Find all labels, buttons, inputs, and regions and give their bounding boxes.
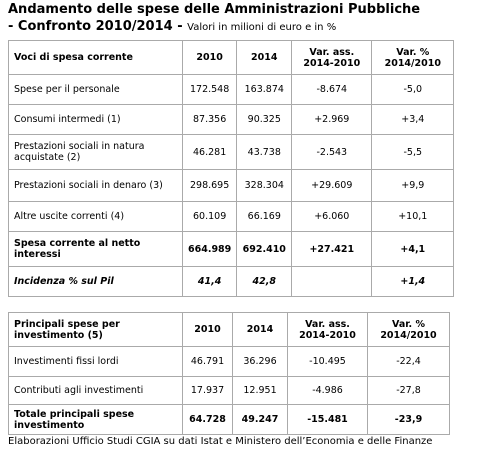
table-cell: 90.325 [236, 104, 293, 135]
table-row: Contributi agli investimenti 17.937 12.951… [8, 376, 450, 405]
table-row: Voci di spesa corrente 2010 2014 Var. ass. … [8, 40, 455, 75]
table-cell: 692.410 [236, 231, 293, 267]
table-cell: 42,8 [236, 266, 293, 297]
table-cell: +4,1 [371, 231, 455, 267]
table-cell: 41,4 [181, 266, 238, 297]
table-cell: -15.481 [287, 404, 368, 435]
unit-note: Valori in milioni di euro e in % [187, 22, 337, 33]
table-cell: 87.356 [181, 104, 238, 135]
table-cell: -8.674 [291, 74, 373, 105]
table-investment: Principali spese per investimento (5) 201… [8, 312, 450, 435]
table-cell: +10,1 [371, 201, 455, 232]
table-cell: Var. % 2014/2010 [367, 312, 450, 347]
table-cell: Var. ass. 2014-2010 [287, 312, 368, 347]
table-cell: 60.109 [181, 201, 238, 232]
table-cell: Prestazioni sociali in denaro (3) [8, 169, 183, 202]
table-cell: 163.874 [236, 74, 293, 105]
table-cell: 49.247 [232, 404, 288, 435]
table-cell [291, 266, 373, 297]
table-cell: -22,4 [367, 346, 450, 377]
table-cell: Var. ass. 2014-2010 [291, 40, 373, 75]
table-cell: +6.060 [291, 201, 373, 232]
table-cell: -23,9 [367, 404, 450, 435]
table-cell: +3,4 [371, 104, 455, 135]
table-cell: Spese per il personale [8, 74, 183, 105]
table-row: Spese per il personale 172.548 163.874 -8.6… [8, 74, 455, 105]
table-cell: +27.421 [291, 231, 373, 267]
table-cell: -5,5 [371, 134, 455, 170]
table-cell: Contributi agli investimenti [8, 376, 183, 405]
table-cell: 43.738 [236, 134, 293, 170]
table-cell: +1,4 [371, 266, 455, 297]
table-cell: -4.986 [287, 376, 368, 405]
table-cell: +9,9 [371, 169, 455, 202]
table-cell: 46.281 [181, 134, 238, 170]
table-cell: 298.695 [181, 169, 238, 202]
table-cell: Altre uscite correnti (4) [8, 201, 183, 232]
table-cell: -10.495 [287, 346, 368, 377]
table-row: Principali spese per investimento (5) 201… [8, 312, 450, 347]
table-cell: Totale principali spese investimento [8, 404, 183, 435]
footer: Elaborazioni Ufficio Studi CGIA su dati … [8, 436, 433, 447]
subtitle: - Confronto 2010/2014 - [8, 19, 183, 34]
table-current-spending: Voci di spesa corrente 2010 2014 Var. ass. … [8, 40, 455, 297]
table-row: Prestazioni sociali in denaro (3) 298.695… [8, 169, 455, 202]
table-cell: Consumi intermedi (1) [8, 104, 183, 135]
table-row: Prestazioni sociali in natura acquistate… [8, 134, 455, 170]
table-cell: -2.543 [291, 134, 373, 170]
table-cell: Var. % 2014/2010 [371, 40, 455, 75]
table-cell: 664.989 [181, 231, 238, 267]
table-cell: Prestazioni sociali in natura acquistate… [8, 134, 183, 170]
title: Andamento delle spese delle Amministrazi… [8, 2, 421, 17]
table-cell: Investimenti fissi lordi [8, 346, 183, 377]
table-cell: 2014 [232, 312, 288, 347]
table-cell: 2010 [181, 40, 238, 75]
table-row: Spesa corrente al netto interessi 664.989… [8, 231, 455, 267]
table-cell: Spesa corrente al netto interessi [8, 231, 183, 267]
table-cell: 64.728 [182, 404, 233, 435]
table-cell: 172.548 [181, 74, 238, 105]
table-cell: Principali spese per investimento (5) [8, 312, 183, 347]
table-cell: -27,8 [367, 376, 450, 405]
table-row: Consumi intermedi (1) 87.356 90.325 +2.969 +… [8, 104, 455, 135]
table-row: Investimenti fissi lordi 46.791 36.296 -10.… [8, 346, 450, 377]
table-cell: 328.304 [236, 169, 293, 202]
table-cell: Voci di spesa corrente [8, 40, 183, 75]
table-cell: 12.951 [232, 376, 288, 405]
table-row: Totale principali spese investimento 64.7… [8, 404, 450, 435]
subtitle-line: - Confronto 2010/2014 - Valori in milion… [8, 19, 336, 34]
table-cell: 2014 [236, 40, 293, 75]
table-cell: 17.937 [182, 376, 233, 405]
table-cell: 66.169 [236, 201, 293, 232]
table-cell: -5,0 [371, 74, 455, 105]
table-row: Incidenza % sul Pil 41,4 42,8 +1,4 [8, 266, 455, 297]
table-cell: Incidenza % sul Pil [8, 266, 183, 297]
table-cell: 46.791 [182, 346, 233, 377]
table-cell: 36.296 [232, 346, 288, 377]
table-cell: +29.609 [291, 169, 373, 202]
table-cell: 2010 [182, 312, 233, 347]
table-cell: +2.969 [291, 104, 373, 135]
table-row: Altre uscite correnti (4) 60.109 66.169 +6.… [8, 201, 455, 232]
